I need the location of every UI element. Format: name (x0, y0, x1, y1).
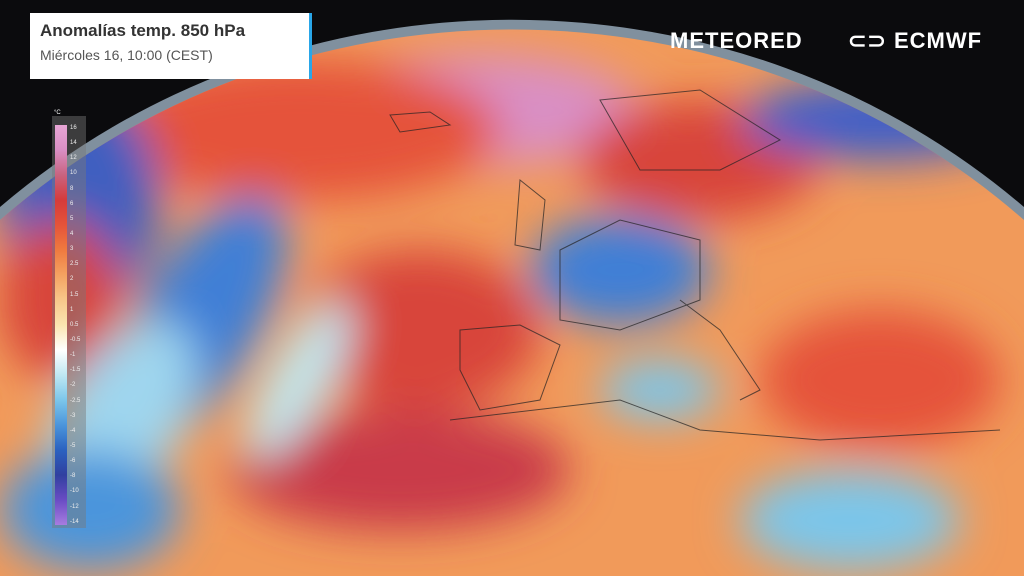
legend-label: -4 (70, 427, 76, 434)
map-title: Anomalías temp. 850 hPa (40, 21, 246, 40)
anomaly-field (0, 55, 1020, 570)
legend-label: -2.5 (70, 397, 81, 404)
legend-color-bar (55, 125, 67, 525)
ecmwf-icon: ⊂⊃ (848, 28, 887, 53)
legend-label: -8 (70, 473, 76, 480)
map-subtitle: Miércoles 16, 10:00 (CEST) (40, 47, 213, 63)
legend-label: 4 (70, 230, 74, 237)
legend-label: 0.5 (70, 321, 79, 328)
map-title-box: Anomalías temp. 850 hPa Miércoles 16, 10… (30, 13, 312, 79)
legend-label: 1 (70, 306, 74, 313)
legend-label: 12 (70, 155, 77, 162)
coastlines (389, 89, 1001, 441)
legend-label: 8 (70, 185, 74, 192)
legend-label: 10 (70, 170, 77, 177)
legend-label: 6 (70, 200, 74, 207)
legend-label: -2 (70, 382, 76, 389)
legend-label: 5 (70, 215, 74, 222)
legend-label: 2 (70, 276, 74, 283)
legend-label: -6 (70, 458, 76, 465)
legend-unit: °C (54, 110, 61, 116)
ecmwf-logo: ⊂⊃ ECMWF (848, 28, 982, 54)
legend-label: -1.5 (70, 367, 81, 374)
legend-label: -0.5 (70, 336, 81, 343)
legend-label: 16 (70, 125, 77, 131)
legend-label: -10 (70, 488, 79, 495)
legend-label: -1 (70, 352, 76, 359)
legend-label: 1.5 (70, 291, 79, 298)
legend-label: 3 (70, 246, 74, 253)
ecmwf-logo-text: ECMWF (894, 28, 983, 53)
legend-label: -3 (70, 412, 76, 419)
color-legend: °C 16 14 12 10 8 6 5 4 3 2.5 2 1.5 1 0.5 -0.5 -1 -1.5 -2 -… (52, 110, 86, 528)
legend-label: -12 (70, 503, 79, 510)
legend-label: -14 (70, 518, 79, 525)
legend-label: -5 (70, 442, 76, 449)
legend-labels: 16 14 12 10 8 6 5 4 3 2.5 2 1.5 1 0.5 -0.5 -1 -1.5 -2 -2.5… (70, 125, 86, 525)
legend-label: 14 (70, 140, 77, 147)
legend-label: 2.5 (70, 261, 79, 268)
meteored-logo: METEORED (670, 28, 803, 53)
